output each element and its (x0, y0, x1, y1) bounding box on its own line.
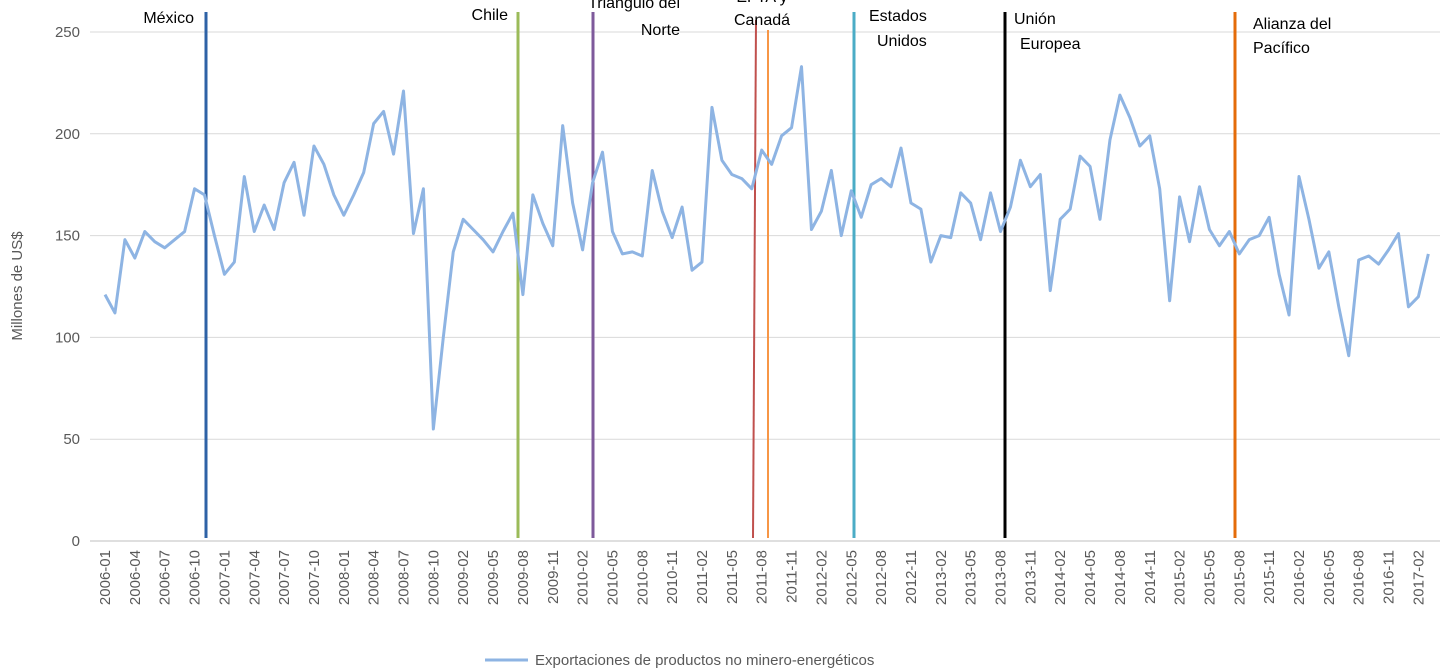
x-tick-label: 2010-08 (634, 550, 651, 605)
x-tick-label: 2006-10 (187, 550, 204, 605)
x-tick-label: 2008-01 (336, 550, 353, 605)
x-tick-label: 2016-11 (1381, 550, 1398, 604)
x-tick-label: 2008-07 (396, 550, 413, 605)
x-tick-label: 2011-08 (754, 550, 771, 604)
event-label: Triángulo del (588, 0, 680, 12)
event-label: Chile (472, 7, 509, 24)
x-tick-label: 2015-08 (1231, 550, 1248, 605)
event-label: Estados (869, 8, 927, 25)
x-tick-label: 2014-08 (1112, 550, 1129, 605)
event-label: Canadá (734, 12, 790, 29)
event-label: México (143, 10, 194, 27)
event-label: EFTA y (736, 0, 787, 6)
x-tick-label: 2007-04 (246, 550, 263, 605)
event-label: Alianza del (1253, 16, 1331, 33)
x-tick-label: 2007-07 (276, 550, 293, 605)
x-tick-label: 2007-10 (306, 550, 323, 605)
x-tick-label: 2016-05 (1321, 550, 1338, 605)
event-label: Norte (641, 22, 680, 39)
x-tick-label: 2013-11 (1022, 550, 1039, 604)
event-label: Pacífico (1253, 40, 1310, 57)
x-tick-label: 2016-02 (1291, 550, 1308, 605)
event-label: Unión (1014, 11, 1056, 28)
x-tick-label: 2009-11 (545, 550, 562, 604)
x-tick-label: 2007-01 (216, 550, 233, 605)
x-tick-label: 2006-07 (157, 550, 174, 605)
x-tick-label: 2012-05 (843, 550, 860, 605)
x-tick-label: 2013-08 (993, 550, 1010, 605)
x-tick-label: 2012-11 (903, 550, 920, 604)
x-tick-label: 2011-02 (694, 550, 711, 604)
y-tick-label: 150 (55, 228, 80, 245)
event-label: Unidos (877, 33, 927, 50)
x-tick-label: 2009-05 (485, 550, 502, 605)
x-tick-label: 2011-05 (724, 550, 741, 604)
x-tick-label: 2011-11 (784, 550, 801, 603)
x-tick-label: 2015-05 (1201, 550, 1218, 605)
x-tick-label: 2009-08 (515, 550, 532, 605)
x-tick-label: 2012-02 (813, 550, 830, 605)
x-tick-label: 2008-04 (366, 550, 383, 605)
x-tick-label: 2008-10 (425, 550, 442, 605)
event-line (752, 19, 757, 539)
legend-label: Exportaciones de productos no minero-ene… (535, 652, 874, 669)
x-tick-label: 2012-08 (873, 550, 890, 605)
x-tick-label: 2014-05 (1082, 550, 1099, 605)
y-tick-label: 0 (72, 533, 80, 550)
x-tick-label: 2006-04 (127, 550, 144, 605)
x-tick-label: 2013-05 (963, 550, 980, 605)
x-tick-label: 2014-11 (1142, 550, 1159, 604)
event-label: Europea (1020, 36, 1081, 53)
x-tick-label: 2010-11 (664, 550, 681, 604)
x-tick-label: 2015-11 (1261, 550, 1278, 604)
y-tick-label: 50 (63, 431, 80, 448)
x-tick-label: 2015-02 (1172, 550, 1189, 605)
x-tick-label: 2006-01 (97, 550, 114, 605)
series-line (103, 65, 1430, 431)
x-tick-label: 2014-02 (1052, 550, 1069, 605)
y-tick-label: 100 (55, 329, 80, 346)
y-tick-label: 250 (55, 24, 80, 41)
x-tick-label: 2017-02 (1410, 550, 1427, 605)
x-tick-label: 2010-02 (575, 550, 592, 605)
x-tick-label: 2016-08 (1351, 550, 1368, 605)
x-tick-label: 2009-02 (455, 550, 472, 605)
x-tick-label: 2010-05 (604, 550, 621, 605)
y-axis-title: Millones de US$ (9, 231, 26, 341)
x-tick-label: 2013-02 (933, 550, 950, 605)
y-tick-label: 200 (55, 126, 80, 143)
